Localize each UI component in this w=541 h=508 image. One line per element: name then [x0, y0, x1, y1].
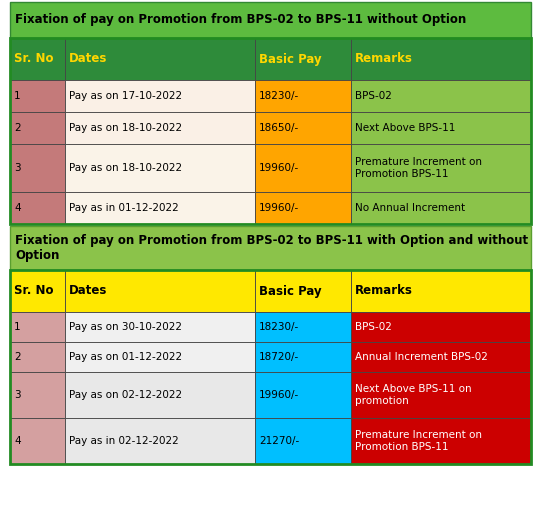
Bar [351, 312, 531, 342]
Text: Fixation of pay on Promotion from BPS-02 to BPS-11 with Option and without
Optio: Fixation of pay on Promotion from BPS-02… [15, 234, 528, 262]
Bar [65, 112, 255, 144]
Text: BPS-02: BPS-02 [355, 322, 392, 332]
Text: 19960/-: 19960/- [259, 163, 299, 173]
Bar [10, 80, 65, 112]
Text: 18230/-: 18230/- [259, 322, 299, 332]
Bar [10, 312, 65, 342]
Text: 19960/-: 19960/- [259, 390, 299, 400]
Bar [351, 192, 531, 224]
Bar [351, 144, 531, 192]
Text: 18720/-: 18720/- [259, 352, 299, 362]
Text: Next Above BPS-11 on
promotion: Next Above BPS-11 on promotion [355, 384, 472, 406]
Text: Basic Pay: Basic Pay [259, 52, 321, 66]
Bar [255, 80, 351, 112]
Bar [10, 112, 65, 144]
Text: Pay as in 02-12-2022: Pay as in 02-12-2022 [69, 436, 179, 446]
Text: Pay as on 02-12-2022: Pay as on 02-12-2022 [69, 390, 182, 400]
Text: Dates: Dates [69, 52, 107, 66]
Text: Pay as on 18-10-2022: Pay as on 18-10-2022 [69, 123, 182, 133]
Text: Remarks: Remarks [355, 284, 413, 298]
Bar [351, 112, 531, 144]
Text: Pay as on 17-10-2022: Pay as on 17-10-2022 [69, 91, 182, 101]
Text: Pay as on 30-10-2022: Pay as on 30-10-2022 [69, 322, 182, 332]
Bar [10, 372, 65, 418]
Text: 1: 1 [14, 322, 21, 332]
Bar [10, 38, 65, 80]
Text: Remarks: Remarks [355, 52, 413, 66]
Text: Dates: Dates [69, 284, 107, 298]
Text: 18650/-: 18650/- [259, 123, 299, 133]
Bar [351, 80, 531, 112]
Bar [351, 270, 531, 312]
Text: 3: 3 [14, 163, 21, 173]
Text: Premature Increment on
Promotion BPS-11: Premature Increment on Promotion BPS-11 [355, 157, 482, 179]
Bar [10, 342, 65, 372]
Text: 19960/-: 19960/- [259, 203, 299, 213]
Text: Pay as on 18-10-2022: Pay as on 18-10-2022 [69, 163, 182, 173]
Bar [10, 270, 65, 312]
Text: 21270/-: 21270/- [259, 436, 299, 446]
Text: Fixation of pay on Promotion from BPS-02 to BPS-11 without Option: Fixation of pay on Promotion from BPS-02… [15, 14, 466, 26]
Bar [255, 144, 351, 192]
Bar [10, 2, 531, 38]
Bar [255, 312, 351, 342]
Bar [351, 342, 531, 372]
Bar [255, 192, 351, 224]
Text: Basic Pay: Basic Pay [259, 284, 321, 298]
Bar [65, 312, 255, 342]
Bar [351, 372, 531, 418]
Bar [65, 80, 255, 112]
Bar [10, 226, 531, 270]
Text: Sr. No: Sr. No [14, 52, 54, 66]
Text: Sr. No: Sr. No [14, 284, 54, 298]
Bar [65, 418, 255, 464]
Bar [65, 38, 255, 80]
Bar [10, 270, 531, 464]
Bar [10, 418, 65, 464]
Bar [255, 342, 351, 372]
Bar [255, 418, 351, 464]
Bar [255, 270, 351, 312]
Bar [255, 38, 351, 80]
Text: No Annual Increment: No Annual Increment [355, 203, 465, 213]
Text: 2: 2 [14, 123, 21, 133]
Bar [255, 112, 351, 144]
Bar [10, 38, 531, 224]
Bar [65, 342, 255, 372]
Bar [351, 38, 531, 80]
Text: Next Above BPS-11: Next Above BPS-11 [355, 123, 456, 133]
Text: 4: 4 [14, 436, 21, 446]
Text: 2: 2 [14, 352, 21, 362]
Text: 1: 1 [14, 91, 21, 101]
Text: Premature Increment on
Promotion BPS-11: Premature Increment on Promotion BPS-11 [355, 430, 482, 452]
Bar [65, 192, 255, 224]
Bar [351, 418, 531, 464]
Bar [10, 144, 65, 192]
Text: Pay as on 01-12-2022: Pay as on 01-12-2022 [69, 352, 182, 362]
Bar [65, 270, 255, 312]
Bar [255, 372, 351, 418]
Text: 3: 3 [14, 390, 21, 400]
Bar [65, 144, 255, 192]
Text: 4: 4 [14, 203, 21, 213]
Text: Pay as in 01-12-2022: Pay as in 01-12-2022 [69, 203, 179, 213]
Bar [65, 372, 255, 418]
Bar [10, 192, 65, 224]
Text: BPS-02: BPS-02 [355, 91, 392, 101]
Text: 18230/-: 18230/- [259, 91, 299, 101]
Text: Annual Increment BPS-02: Annual Increment BPS-02 [355, 352, 488, 362]
